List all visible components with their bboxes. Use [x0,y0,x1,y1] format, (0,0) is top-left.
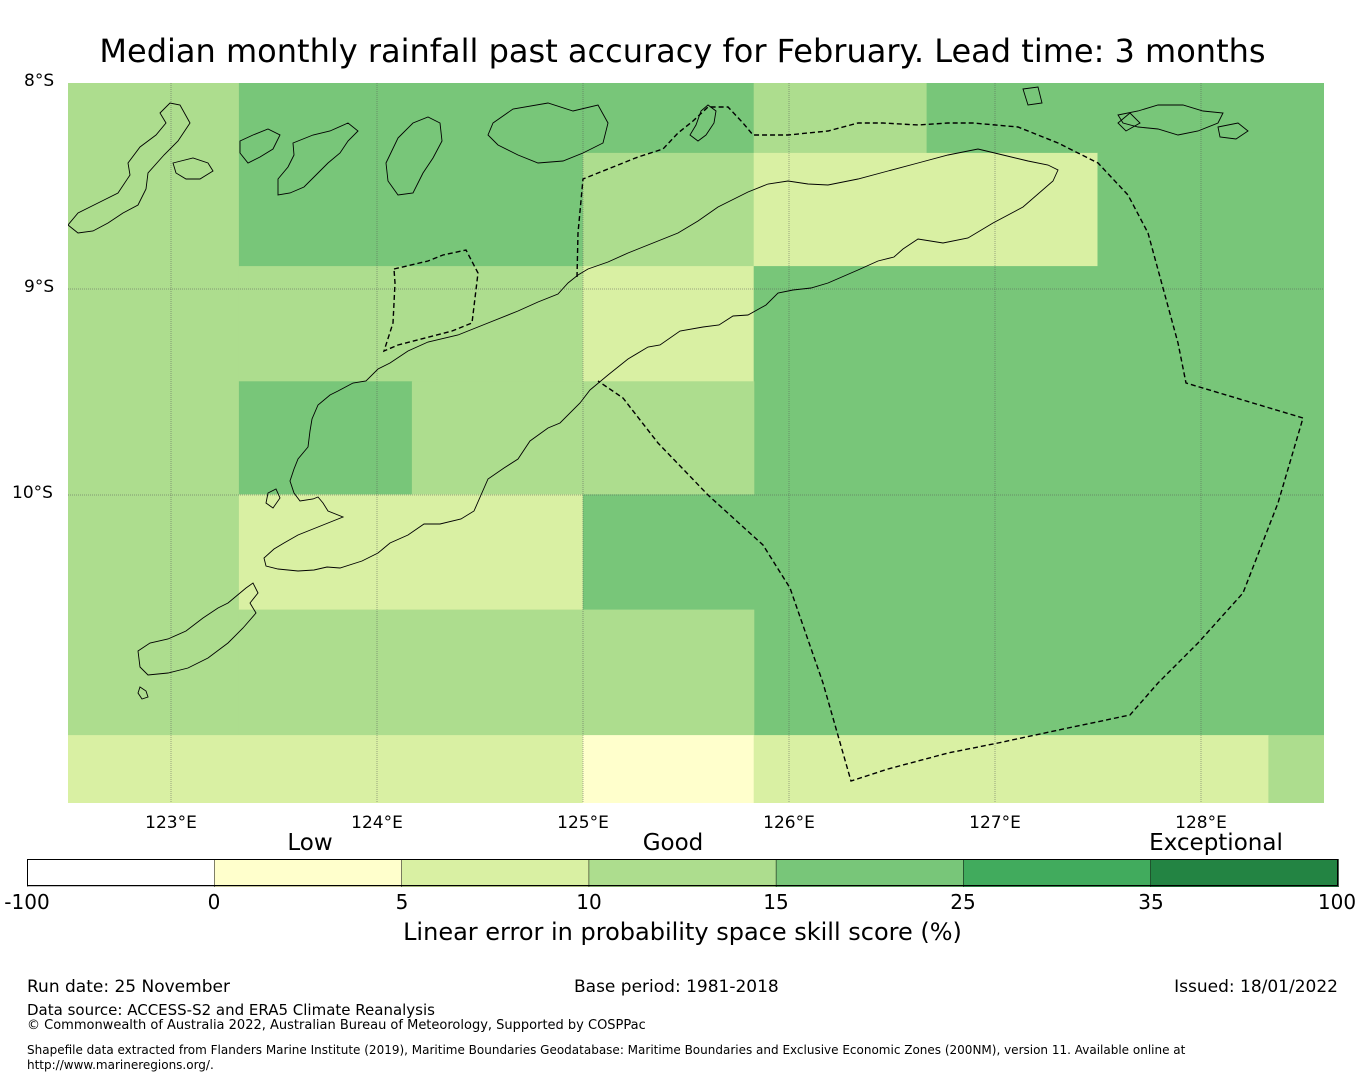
colorbar-tick-minus100: -100 [4,890,50,914]
semau-coastline [265,488,281,509]
wetar-islet-b [1217,122,1249,140]
grid-cell [238,83,584,267]
lon-label-128e: 128°E [1175,813,1227,833]
grid-cell [582,266,755,382]
grid-cell [582,494,755,611]
eez-boundary-oecusse [382,249,479,353]
colorbar-tick-25: 25 [950,890,976,914]
lat-label-10s: 10°S [12,483,53,503]
colorbar-bin [27,859,216,887]
grid-cell [68,735,584,803]
grid-cell [1268,735,1324,803]
colorbar-bin [1150,859,1339,887]
legend-category-exceptional: Exceptional [1149,830,1283,856]
grid-cell [753,83,928,154]
lon-label-127e: 127°E [969,813,1021,833]
lat-label-9s: 9°S [24,277,55,297]
grid-cell [238,494,584,611]
grid-cell [582,609,755,736]
lembata-coastline [277,122,359,196]
colorbar [27,859,1339,887]
grid-cell [238,381,413,495]
colorbar-tick-100: 100 [1317,890,1357,914]
grid-cell [582,381,755,495]
legend-category-low: Low [287,830,333,856]
map-title: Median monthly rainfall past accuracy fo… [99,32,1266,70]
colorbar-label: Linear error in probability space skill … [403,918,962,946]
grid-cell [68,83,240,736]
colorbar-bin [963,859,1152,887]
lat-label-8s: 8°S [24,71,55,91]
colorbar-bin [401,859,590,887]
colorbar-bin [214,859,403,887]
grid-cell [753,266,1324,736]
grid-cell [1097,152,1324,267]
grid-cell [582,83,755,154]
map-panel [68,83,1324,803]
wetar-islet-a [1022,86,1043,106]
grid-cell [238,609,584,736]
run-date: Run date: 25 November [27,977,230,997]
skill-grid [68,83,1324,803]
lon-label-124e: 124°E [351,813,403,833]
grid-cell [753,152,1099,267]
lon-label-125e: 125°E [557,813,609,833]
maritime-boundaries [382,106,1304,782]
solor-coastline [172,157,214,180]
grid-cell [582,152,755,267]
colorbar-tick-35: 35 [1138,890,1164,914]
alor-coastline [487,102,609,164]
base-period: Base period: 1981-2018 [574,977,779,997]
ndao-coastline [137,686,149,700]
grid-cell [753,735,1270,803]
grid-cell [582,735,755,803]
coastlines [68,86,1249,700]
lon-label-123e: 123°E [145,813,197,833]
colorbar-bin [588,859,777,887]
colorbar-bin [775,859,965,887]
issued-date: Issued: 18/01/2022 [1174,977,1338,997]
colorbar-tick-0: 0 [207,890,221,914]
grid-cell [238,266,584,382]
colorbar-tick-10: 10 [576,890,602,914]
pantar-coastline [385,116,443,196]
colorbar-tick-5: 5 [395,890,409,914]
shapefile-credit-line1: Shapefile data extracted from Flanders M… [27,1043,1186,1057]
copyright: © Commonwealth of Australia 2022, Austra… [27,1018,646,1033]
lon-label-126e: 126°E [763,813,815,833]
colorbar-tick-15: 15 [763,890,789,914]
rote-coastline [137,582,259,676]
graticule [68,83,1324,803]
wetar-coastline [1117,104,1224,136]
data-source: Data source: ACCESS-S2 and ERA5 Climate … [27,1001,435,1019]
adonara-coastline [239,128,281,164]
grid-cell [926,83,1324,154]
flores-coastline [68,102,191,234]
grid-cell [411,381,584,495]
legend-category-good: Good [642,830,704,856]
timor-coastline [263,148,1059,572]
wetar-islet-c [1117,112,1141,132]
shapefile-credit-line2: http://www.marineregions.org/. [27,1058,214,1072]
